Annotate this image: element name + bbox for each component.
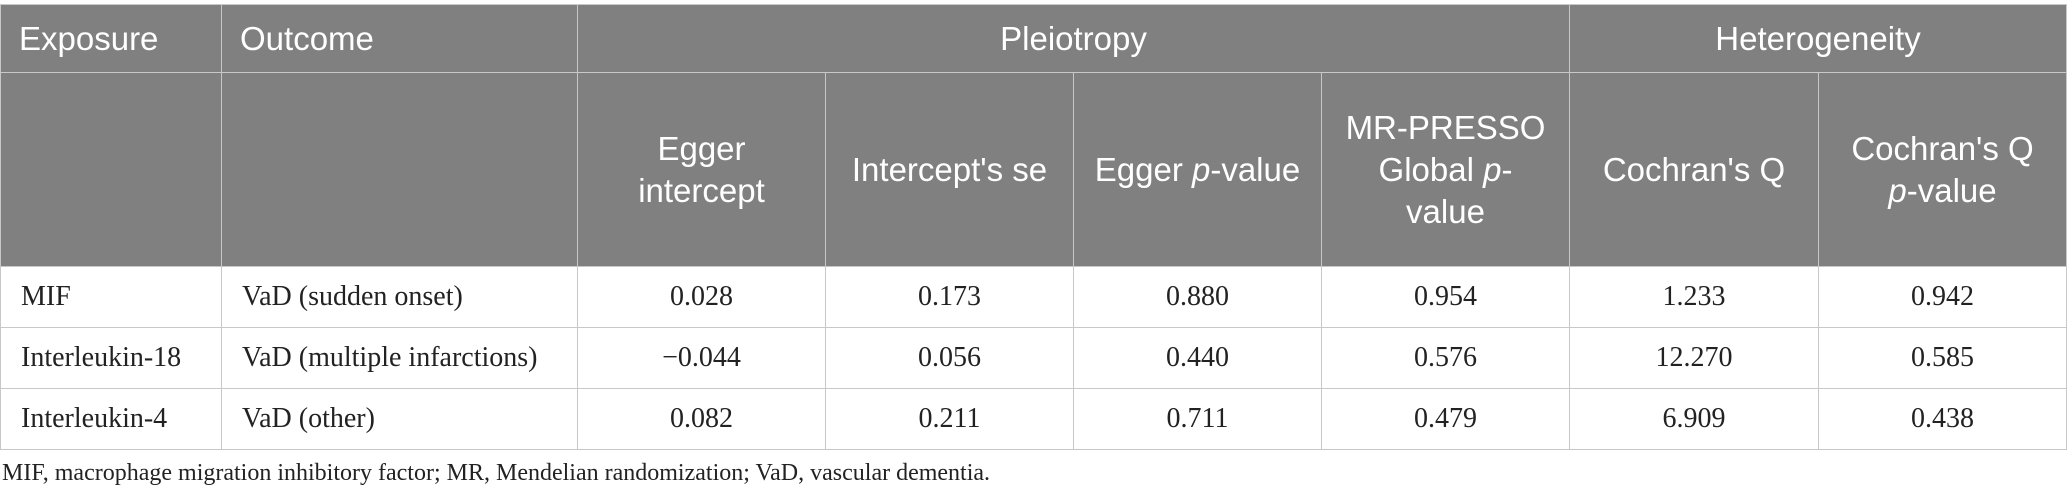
header-egger-p-value: Egger p-value <box>1073 72 1322 267</box>
header-cochrans-q-p-suffix: -value <box>1906 171 1997 209</box>
header-row-group: Exposure Outcome Pleiotropy Heterogeneit… <box>0 4 2067 73</box>
header-cochrans-q: Cochran's Q <box>1569 72 1819 267</box>
cell-exposure: Interleukin-18 <box>0 327 222 389</box>
cell-egger-intercept: −0.044 <box>577 327 826 389</box>
header-exposure-blank <box>0 72 222 267</box>
table-footnote: MIF, macrophage migration inhibitory fac… <box>2 460 991 486</box>
cell-egger-intercept: 0.082 <box>577 388 826 450</box>
cell-intercept-se: 0.211 <box>825 388 1074 450</box>
cell-cochrans-q-p: 0.585 <box>1818 327 2067 389</box>
table-container: Exposure Outcome Pleiotropy Heterogeneit… <box>0 4 2068 450</box>
cell-egger-p: 0.440 <box>1073 327 1322 389</box>
cell-mrpresso-p: 0.479 <box>1321 388 1570 450</box>
header-mrpresso-suffix: -value <box>1406 150 1513 230</box>
cell-exposure: Interleukin-4 <box>0 388 222 450</box>
header-intercept-se: Intercept's se <box>825 72 1074 267</box>
header-cochrans-q-p-value: Cochran's Q p-value <box>1818 72 2067 267</box>
header-mrpresso-prefix: MR-PRESSO Global <box>1345 108 1546 188</box>
header-egger-p-italic: p <box>1191 150 1211 188</box>
cell-cochrans-q-p: 0.942 <box>1818 266 2067 328</box>
cell-cochrans-q-p: 0.438 <box>1818 388 2067 450</box>
header-pleiotropy: Pleiotropy <box>577 4 1570 73</box>
cell-egger-p: 0.880 <box>1073 266 1322 328</box>
header-egger-p-suffix: -value <box>1210 150 1301 188</box>
cell-intercept-se: 0.173 <box>825 266 1074 328</box>
results-table: Exposure Outcome Pleiotropy Heterogeneit… <box>0 4 2067 450</box>
cell-cochrans-q: 6.909 <box>1569 388 1819 450</box>
cell-mrpresso-p: 0.576 <box>1321 327 1570 389</box>
header-mrpresso-global-p-value: MR-PRESSO Global p-value <box>1321 72 1570 267</box>
header-row-columns: Egger intercept Intercept's se Egger p-v… <box>0 72 2067 267</box>
header-exposure: Exposure <box>0 4 222 73</box>
header-mrpresso-p-italic: p <box>1483 150 1502 188</box>
cell-exposure: MIF <box>0 266 222 328</box>
cell-cochrans-q: 1.233 <box>1569 266 1819 328</box>
cell-outcome: VaD (multiple infarctions) <box>221 327 578 389</box>
cell-mrpresso-p: 0.954 <box>1321 266 1570 328</box>
cell-outcome: VaD (other) <box>221 388 578 450</box>
header-cochrans-q-p-prefix: Cochran's Q <box>1851 129 2034 167</box>
header-outcome: Outcome <box>221 4 578 73</box>
cell-egger-p: 0.711 <box>1073 388 1322 450</box>
cell-outcome: VaD (sudden onset) <box>221 266 578 328</box>
table-row: Interleukin-4 VaD (other) 0.082 0.211 0.… <box>0 388 2067 450</box>
header-cochrans-q-p-italic: p <box>1888 171 1907 209</box>
table-row: MIF VaD (sudden onset) 0.028 0.173 0.880… <box>0 266 2067 328</box>
header-egger-p-prefix: Egger <box>1094 150 1192 188</box>
header-egger-intercept: Egger intercept <box>577 72 826 267</box>
header-heterogeneity: Heterogeneity <box>1569 4 2067 73</box>
cell-cochrans-q: 12.270 <box>1569 327 1819 389</box>
table-row: Interleukin-18 VaD (multiple infarctions… <box>0 327 2067 389</box>
cell-egger-intercept: 0.028 <box>577 266 826 328</box>
cell-intercept-se: 0.056 <box>825 327 1074 389</box>
header-outcome-blank <box>221 72 578 267</box>
